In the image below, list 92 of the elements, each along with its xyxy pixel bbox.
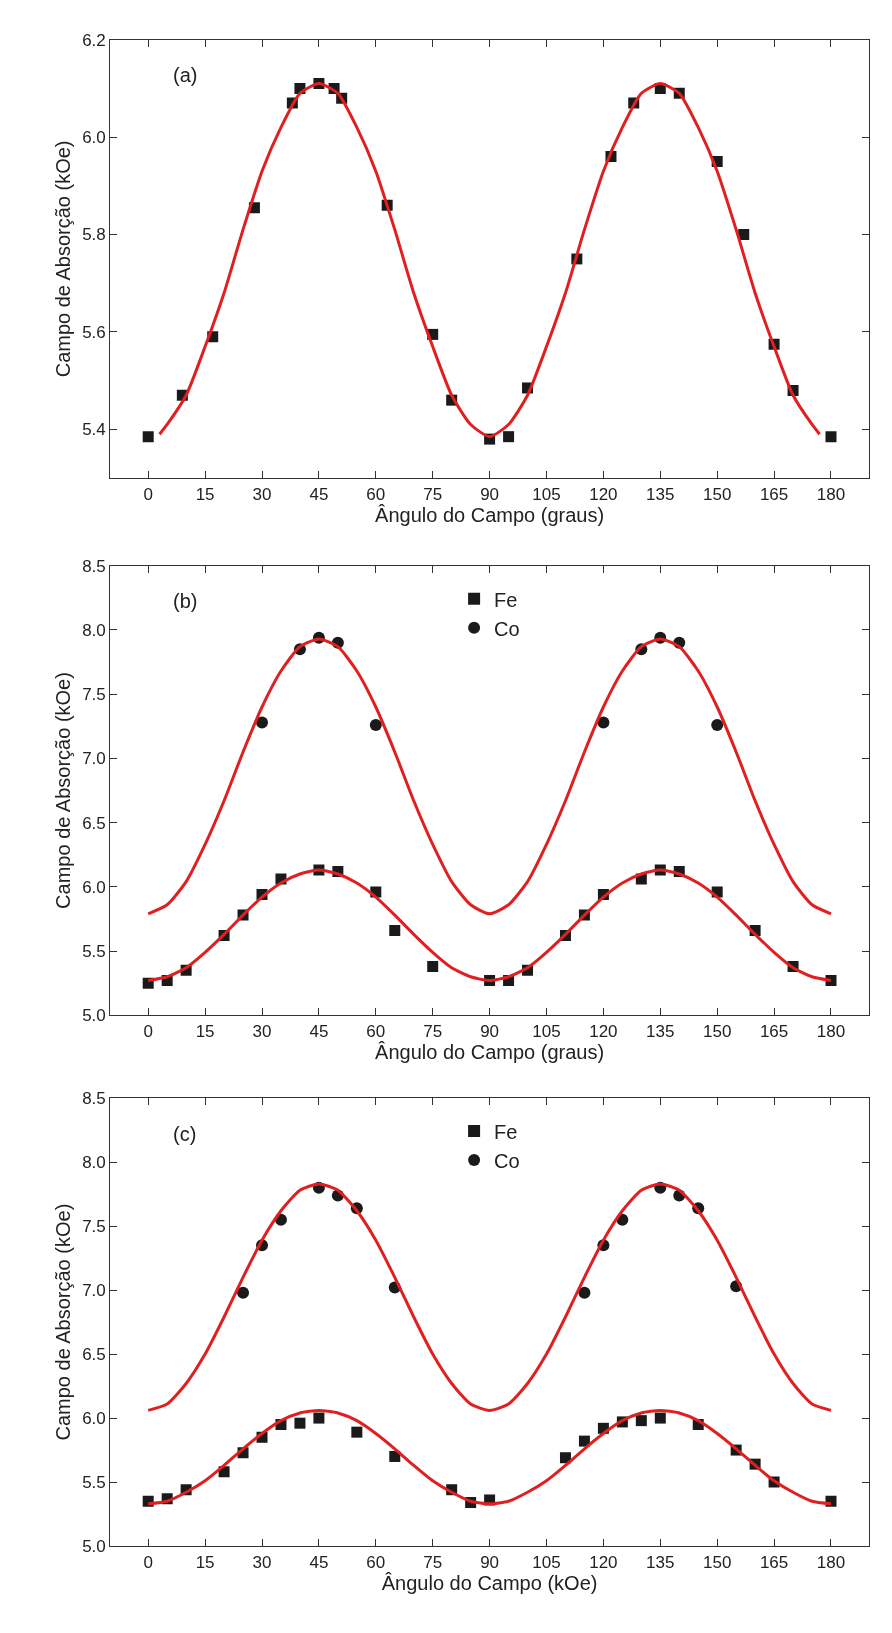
x-tick-label: 165 [759, 1552, 789, 1572]
y-tick-label: 6.2 [82, 30, 106, 50]
x-tick-label: 60 [366, 1021, 386, 1041]
point [597, 716, 610, 729]
point [635, 1415, 647, 1427]
point [237, 1286, 250, 1299]
point [351, 1426, 363, 1438]
x-axis-title: Ângulo do Campo (graus) [375, 503, 605, 526]
y-tick-label: 7.0 [82, 1281, 106, 1301]
line-series [146, 1182, 833, 1412]
point [256, 716, 269, 729]
x-tick-label: 75 [423, 1552, 443, 1572]
point [369, 718, 382, 731]
x-tick-label: 60 [366, 1552, 386, 1572]
point [503, 431, 515, 443]
x-tick-label: 150 [703, 1552, 732, 1572]
legend-label: Fe [494, 1120, 518, 1143]
y-tick-label: 8.5 [82, 556, 106, 576]
x-tick-label: 30 [252, 484, 272, 504]
y-tick-label: 6.5 [82, 1345, 106, 1365]
y-tick-label: 5.0 [82, 1537, 106, 1556]
x-tick-label: 30 [252, 1021, 272, 1041]
point [825, 431, 837, 443]
x-tick-label: 120 [589, 1021, 618, 1041]
x-tick-label: 15 [195, 484, 215, 504]
y-axis-title: Campo de Absorção (kOe) [51, 672, 74, 909]
y-tick-label: 8.0 [82, 1153, 106, 1173]
x-tick-label: 90 [480, 1552, 500, 1572]
y-tick-label: 5.6 [82, 322, 106, 342]
point [559, 1452, 571, 1464]
x-tick-label: 15 [195, 1552, 215, 1572]
x-tick-label: 120 [589, 484, 618, 504]
point [294, 1417, 306, 1429]
x-tick-label: 15 [195, 1021, 215, 1041]
y-tick-label: 8.0 [82, 620, 106, 640]
y-tick-label: 6.0 [82, 877, 106, 897]
legend-label: Co [494, 1149, 520, 1172]
x-tick-label: 0 [143, 484, 153, 504]
x-tick-label: 105 [532, 1552, 561, 1572]
x-tick-label: 120 [589, 1552, 618, 1572]
x-tick-label: 105 [532, 1021, 561, 1041]
y-tick-label: 6.5 [82, 813, 106, 833]
y-tick-label: 7.5 [82, 1217, 106, 1237]
annotation: (a) [173, 64, 198, 86]
y-tick-label: 5.8 [82, 225, 106, 245]
point [389, 1450, 401, 1462]
x-tick-label: 60 [366, 484, 386, 504]
x-tick-label: 45 [309, 484, 329, 504]
x-tick-label: 0 [143, 1021, 153, 1041]
y-tick-label: 5.4 [82, 420, 106, 440]
x-tick-label: 45 [309, 1552, 329, 1572]
x-tick-label: 75 [423, 484, 443, 504]
x-tick-label: 135 [646, 1021, 675, 1041]
y-tick-label: 7.0 [82, 749, 106, 769]
legend-label: Co [494, 617, 520, 640]
x-tick-label: 30 [252, 1552, 272, 1572]
x-tick-label: 105 [532, 484, 561, 504]
x-tick-label: 45 [309, 1021, 329, 1041]
x-axis-title: Ângulo do Campo (kOe) [381, 1571, 598, 1594]
annotation: (b) [173, 590, 198, 612]
legend-label: Fe [494, 588, 518, 611]
x-tick-label: 135 [646, 484, 675, 504]
annotation: (c) [173, 1123, 197, 1145]
x-tick-label: 90 [480, 484, 500, 504]
point [654, 1412, 666, 1424]
point [142, 431, 154, 443]
x-tick-label: 150 [703, 1021, 732, 1041]
x-tick-label: 0 [143, 1552, 153, 1572]
point [578, 1286, 591, 1299]
y-tick-label: 7.5 [82, 685, 106, 705]
x-tick-label: 75 [423, 1021, 443, 1041]
point [427, 960, 439, 972]
y-tick-label: 5.5 [82, 941, 106, 961]
y-tick-label: 5.0 [82, 1006, 106, 1026]
x-tick-label: 180 [816, 1021, 846, 1041]
y-axis-title: Campo de Absorção (kOe) [51, 140, 74, 378]
y-axis-title: Campo de Absorção (kOe) [51, 1203, 74, 1441]
x-tick-label: 180 [816, 1552, 846, 1572]
y-tick-label: 5.5 [82, 1473, 106, 1493]
x-tick-label: 165 [759, 484, 789, 504]
point [711, 718, 724, 731]
point [389, 924, 401, 936]
x-tick-label: 90 [480, 1021, 500, 1041]
y-tick-label: 6.0 [82, 1409, 106, 1429]
x-tick-label: 150 [703, 484, 732, 504]
x-tick-label: 135 [646, 1552, 675, 1572]
y-tick-label: 6.0 [82, 128, 106, 148]
y-tick-label: 8.5 [82, 1089, 106, 1109]
x-axis-title: Ângulo do Campo (graus) [375, 1040, 605, 1063]
point [313, 1412, 325, 1424]
x-tick-label: 180 [816, 484, 846, 504]
x-tick-label: 165 [759, 1021, 789, 1041]
